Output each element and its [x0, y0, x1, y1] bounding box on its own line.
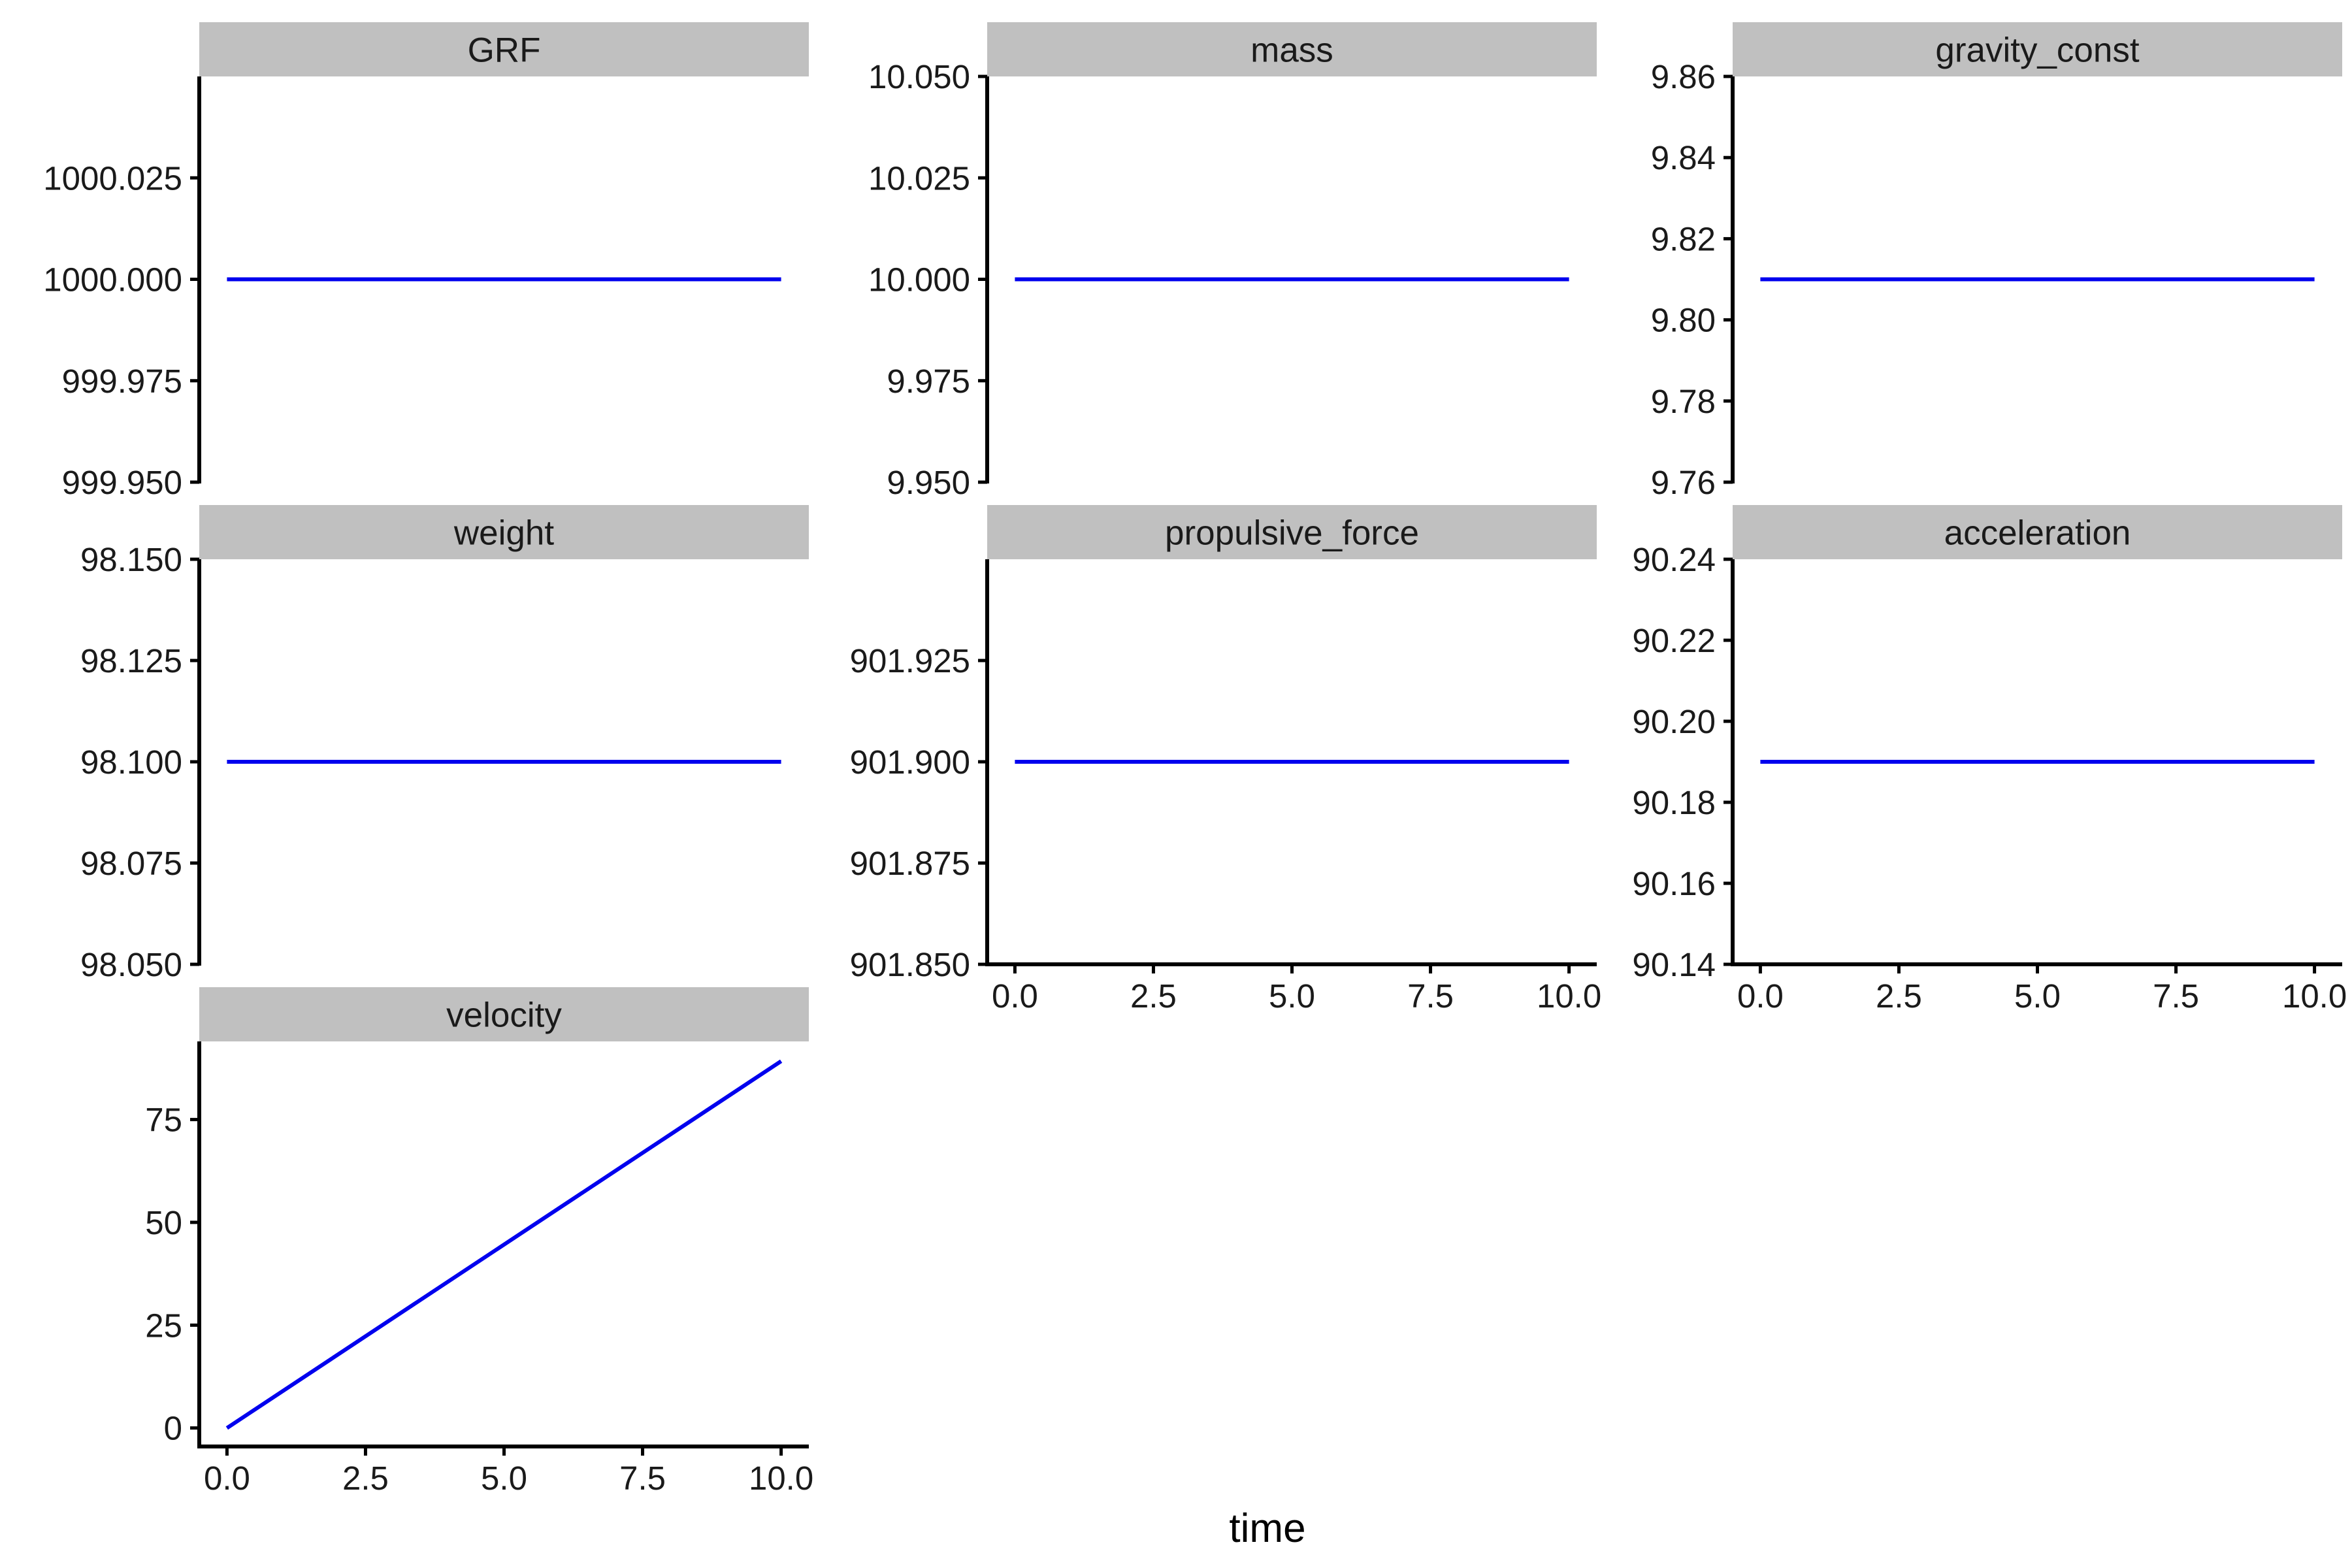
y-tick-label: 901.900	[850, 743, 970, 781]
x-tick-label: 10.0	[2282, 977, 2347, 1015]
y-tick-label: 90.20	[1632, 703, 1716, 740]
y-tick-label: 0	[164, 1410, 182, 1447]
y-tick-label: 901.875	[850, 845, 970, 882]
x-tick-label: 0.0	[992, 977, 1038, 1015]
y-tick-label: 25	[145, 1307, 182, 1344]
y-tick-label: 10.050	[868, 58, 970, 95]
panel-propulsive-force: propulsive_force 901.850 901.875 901.900 901…	[850, 505, 1601, 1015]
x-tick-label: 7.5	[619, 1460, 666, 1497]
y-tick-label: 1000.025	[43, 159, 182, 197]
y-tick-label: 75	[145, 1102, 182, 1139]
x-tick-label: 7.5	[1407, 977, 1454, 1015]
facet-strip-label: weight	[453, 514, 554, 553]
facet-strip	[199, 505, 809, 559]
facet-strip	[987, 22, 1597, 76]
x-tick-label: 0.0	[204, 1460, 250, 1497]
y-tick-label: 901.850	[850, 946, 970, 983]
facet-strip	[987, 505, 1597, 559]
facet-strip	[1733, 505, 2342, 559]
y-tick-label: 9.76	[1651, 464, 1716, 501]
y-tick-label: 98.050	[80, 946, 182, 983]
y-tick-label: 9.78	[1651, 383, 1716, 420]
y-tick-label: 50	[145, 1204, 182, 1241]
x-tick-label: 10.0	[749, 1460, 813, 1497]
y-tick-label: 98.075	[80, 845, 182, 882]
y-tick-label: 90.16	[1632, 865, 1716, 902]
panel-velocity: velocity 0 25 50 75 0.0 2.5 5.0 7.5 10.0	[145, 987, 813, 1497]
facet-strip	[1733, 22, 2342, 76]
x-tick-label: 5.0	[1269, 977, 1315, 1015]
y-tick-label: 999.950	[62, 464, 182, 501]
facet-strip	[199, 22, 809, 76]
facet-strip-label: mass	[1250, 31, 1333, 70]
y-tick-label: 90.22	[1632, 622, 1716, 659]
y-tick-label: 901.925	[850, 642, 970, 679]
y-tick-label: 98.150	[80, 541, 182, 578]
y-tick-label: 10.025	[868, 159, 970, 197]
y-tick-label: 9.950	[887, 464, 970, 501]
facet-strip-label: GRF	[468, 31, 541, 70]
y-tick-label: 9.82	[1651, 220, 1716, 257]
y-tick-label: 9.975	[887, 363, 970, 400]
y-tick-label: 90.24	[1632, 541, 1716, 578]
x-tick-label: 5.0	[481, 1460, 527, 1497]
panel-mass: mass 9.950 9.975 10.000 10.025 10.050	[868, 22, 1597, 501]
y-tick-label: 10.000	[868, 261, 970, 299]
x-tick-label: 2.5	[342, 1460, 389, 1497]
facet-strip-label: velocity	[446, 996, 562, 1035]
series-line-velocity	[225, 1059, 783, 1430]
panel-gravity-const: gravity_const 9.76 9.78 9.80 9.82 9.84 9.86	[1651, 22, 2342, 501]
x-tick-label: 0.0	[1737, 977, 1784, 1015]
x-tick-label: 7.5	[2153, 977, 2199, 1015]
x-axis-title: time	[1229, 1506, 1305, 1551]
y-tick-label: 90.18	[1632, 784, 1716, 821]
y-tick-label: 9.80	[1651, 302, 1716, 339]
y-tick-label: 9.84	[1651, 139, 1716, 176]
y-tick-label: 90.14	[1632, 946, 1716, 983]
x-tick-label: 2.5	[1130, 977, 1177, 1015]
y-tick-label: 98.125	[80, 642, 182, 679]
y-tick-label: 999.975	[62, 363, 182, 400]
panel-GRF: GRF 999.950 999.975 1000.000 1000.025	[43, 22, 809, 501]
facet-strip-label: propulsive_force	[1165, 514, 1419, 553]
x-tick-label: 2.5	[1876, 977, 1922, 1015]
y-tick-label: 98.100	[80, 743, 182, 781]
y-tick-label: 9.86	[1651, 58, 1716, 95]
y-tick-label: 1000.000	[43, 261, 182, 299]
panel-weight: weight 98.050 98.075 98.100 98.125 98.150	[80, 505, 809, 983]
panel-acceleration: acceleration 90.14 90.16 90.18 90.20 90.22 90.…	[1632, 505, 2347, 1015]
x-tick-label: 5.0	[2014, 977, 2061, 1015]
facet-strip-label: gravity_const	[1935, 31, 2140, 70]
x-tick-label: 10.0	[1537, 977, 1601, 1015]
facet-strip	[199, 987, 809, 1041]
facet-strip-label: acceleration	[1944, 514, 2131, 553]
